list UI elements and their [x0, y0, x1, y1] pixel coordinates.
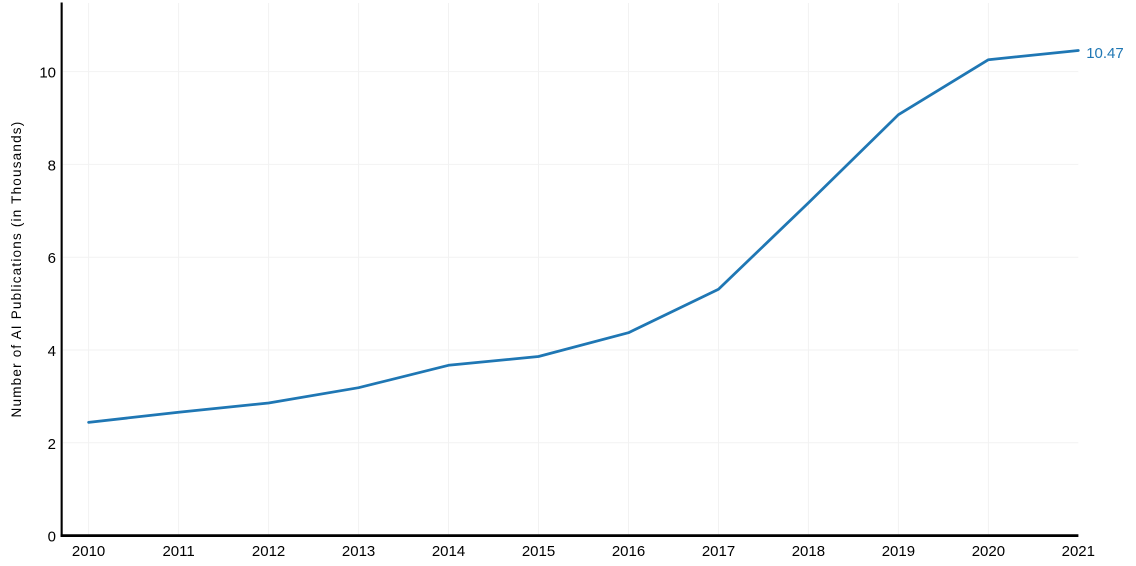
svg-text:2020: 2020: [972, 543, 1005, 560]
svg-text:2010: 2010: [72, 543, 105, 560]
svg-text:2021: 2021: [1062, 543, 1095, 560]
svg-text:2014: 2014: [432, 543, 465, 560]
svg-text:10: 10: [39, 65, 56, 82]
svg-text:2019: 2019: [882, 543, 915, 560]
svg-text:0: 0: [48, 529, 56, 546]
svg-text:4: 4: [48, 343, 56, 360]
svg-text:2011: 2011: [162, 543, 194, 560]
svg-text:6: 6: [48, 250, 56, 267]
svg-text:2018: 2018: [792, 543, 825, 560]
svg-text:2015: 2015: [522, 543, 555, 560]
svg-text:2017: 2017: [702, 543, 735, 560]
svg-text:2: 2: [48, 436, 56, 453]
svg-text:2012: 2012: [252, 543, 285, 560]
svg-text:Number of AI Publications (in: Number of AI Publications (in Thousands): [9, 121, 24, 418]
svg-text:2013: 2013: [342, 543, 375, 560]
svg-text:8: 8: [48, 157, 56, 174]
svg-text:10.47: 10.47: [1086, 45, 1124, 62]
svg-text:2016: 2016: [612, 543, 645, 560]
